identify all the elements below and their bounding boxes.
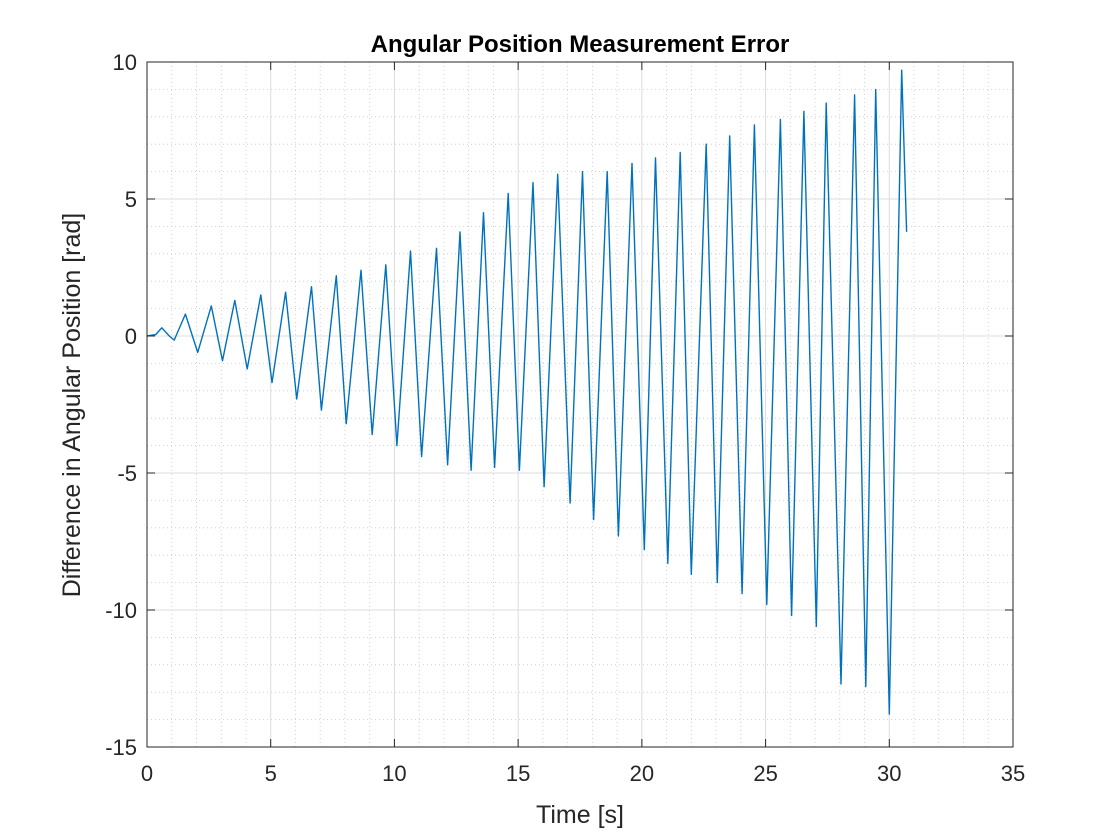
x-tick-label: 15 (506, 761, 530, 786)
y-tick-labels: -15 -10 -5 0 5 10 (105, 50, 137, 760)
plot-area (147, 62, 1013, 747)
y-tick-label: 0 (125, 324, 137, 349)
x-tick-labels: 0 5 10 15 20 25 30 35 (141, 761, 1025, 786)
x-tick-label: 5 (265, 761, 277, 786)
chart-title: Angular Position Measurement Error (371, 31, 790, 58)
series-line (146, 69, 908, 715)
y-axis-label: Difference in Angular Position [rad] (58, 213, 86, 598)
x-axis-label: Time [s] (536, 801, 624, 829)
x-tick-label: 35 (1001, 761, 1025, 786)
y-tick-label: -5 (117, 461, 137, 486)
x-tick-label: 25 (753, 761, 777, 786)
tick-marks (146, 61, 1014, 748)
x-tick-label: 30 (877, 761, 901, 786)
x-tick-label: 20 (630, 761, 654, 786)
y-tick-label: 5 (125, 187, 137, 212)
plot-frame (146, 61, 1014, 748)
y-tick-label: 10 (113, 50, 137, 75)
x-tick-label: 10 (382, 761, 406, 786)
x-tick-label: 0 (141, 761, 153, 786)
y-tick-label: -15 (105, 735, 137, 760)
y-tick-label: -10 (105, 598, 137, 623)
